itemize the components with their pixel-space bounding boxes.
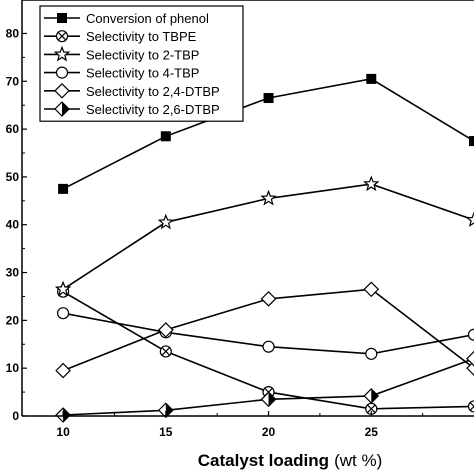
legend-marker-4	[54, 82, 70, 99]
legend-item-4: Selectivity to 2,4-DTBP	[44, 82, 220, 99]
legend-label-3: Selectivity to 4-TBP	[86, 66, 199, 81]
data-point-0-4	[469, 136, 474, 147]
legend-label-5: Selectivity to 2,6-DTBP	[86, 102, 220, 117]
y-tick-label-4: 40	[6, 218, 20, 232]
data-point-2-0	[54, 280, 72, 297]
legend-label-1: Selectivity to TBPE	[86, 29, 197, 44]
y-tick-label-6: 60	[6, 122, 20, 136]
x-tick-label-3: 25	[365, 425, 379, 439]
series-0	[58, 73, 474, 194]
data-point-0-0	[58, 183, 69, 194]
y-tick-label-7: 70	[6, 74, 20, 88]
legend-marker-5	[54, 101, 70, 117]
data-point-4-0	[55, 362, 71, 379]
data-point-0-3	[366, 73, 377, 84]
series-3	[56, 307, 474, 360]
legend-marker-1	[55, 30, 69, 43]
legend-marker-0	[57, 13, 67, 23]
data-point-4-1	[157, 322, 174, 338]
data-point-3-4	[467, 328, 474, 341]
data-point-0-1	[160, 131, 171, 142]
y-tick-label-5: 50	[6, 170, 20, 184]
data-point-3-3	[365, 347, 378, 360]
x-tick-label-1: 15	[159, 425, 173, 439]
axes: 0 10 20 30 40 50 60 70 80 10 15 20 25	[6, 0, 474, 439]
y-tick-label-3: 30	[6, 266, 20, 280]
data-point-5-1	[157, 402, 174, 419]
legend-item-0: Conversion of phenol	[44, 11, 209, 26]
data-point-2-3	[362, 175, 380, 192]
legend-item-3: Selectivity to 4-TBP	[44, 66, 199, 81]
legend-item-2: Selectivity to 2-TBP	[44, 45, 199, 62]
y-tick-label-1: 10	[6, 361, 20, 375]
y-tick-label-0: 0	[12, 409, 19, 423]
data-point-3-2	[262, 340, 275, 353]
data-point-1-1	[159, 345, 172, 358]
legend-label-0: Conversion of phenol	[86, 11, 209, 26]
x-axis-title-unit: (wt %)	[334, 451, 382, 470]
series-2	[54, 175, 474, 297]
x-axis-title-main: Catalyst loading	[198, 451, 329, 470]
legend-item-5: Selectivity to 2,6-DTBP	[44, 101, 220, 117]
data-point-3-0	[56, 307, 70, 320]
legend-marker-2	[53, 45, 71, 62]
legend-box	[39, 5, 244, 122]
legend-label-4: Selectivity to 2,4-DTBP	[86, 84, 220, 99]
data-point-2-2	[260, 189, 277, 206]
data-point-0-2	[263, 93, 274, 104]
data-point-5-2	[260, 391, 277, 408]
data-point-4-2	[260, 291, 277, 307]
data-point-5-4	[466, 350, 474, 367]
x-tick-label-0: 10	[56, 425, 70, 439]
x-axis-title: Catalyst loading (wt %)	[198, 451, 382, 470]
legend-item-1: Selectivity to TBPE	[44, 29, 197, 44]
plot-area	[54, 73, 474, 423]
data-point-1-4	[467, 400, 474, 413]
data-point-4-3	[363, 281, 380, 298]
data-point-2-4	[465, 211, 474, 227]
legend-label-2: Selectivity to 2-TBP	[86, 47, 199, 62]
series-4	[55, 281, 474, 379]
legend: Conversion of phenol Selectivity to TBPE S…	[39, 5, 244, 122]
legend-marker-3	[55, 66, 69, 79]
data-point-5-3	[363, 388, 380, 404]
y-tick-label-8: 80	[6, 26, 20, 40]
series-5	[55, 350, 474, 423]
x-tick-label-2: 20	[262, 425, 276, 439]
data-point-2-1	[157, 213, 175, 230]
y-tick-label-2: 20	[6, 313, 20, 327]
